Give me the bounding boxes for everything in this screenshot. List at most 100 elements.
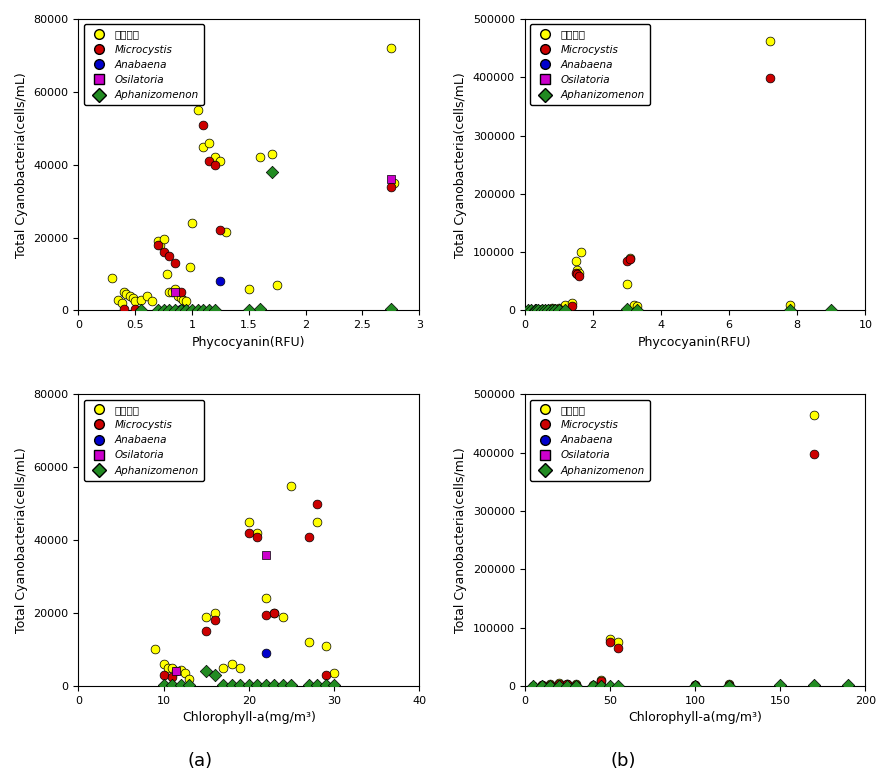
Point (611, 680, 625, 692)
Point (114, 297, 128, 310)
Point (179, 295, 193, 307)
Point (559, 299, 573, 311)
Point (241, 679, 256, 691)
Point (179, 303, 193, 316)
Point (284, 679, 298, 691)
Point (521, 304, 535, 316)
Point (568, 680, 583, 692)
Point (182, 672, 196, 685)
Point (199, 665, 213, 678)
Point (568, 678, 583, 691)
Point (126, 292, 140, 304)
Point (208, 607, 222, 619)
Point (560, 680, 575, 692)
Point (148, 643, 162, 655)
Point (552, 680, 566, 692)
Point (217, 661, 231, 674)
X-axis label: Phycocyanin(RFU): Phycocyanin(RFU) (192, 336, 306, 349)
Point (568, 255, 583, 267)
Point (265, 166, 279, 178)
Point (250, 531, 265, 543)
Point (535, 304, 549, 316)
Point (250, 527, 265, 539)
Point (541, 303, 555, 315)
Point (548, 304, 562, 316)
Point (151, 235, 165, 247)
Y-axis label: Total Cyanobacteria(cells/mL): Total Cyanobacteria(cells/mL) (454, 447, 467, 633)
Point (122, 290, 136, 302)
Point (552, 677, 566, 689)
Point (538, 303, 552, 316)
Legend: 총남조류, Microcystis, Anabaena, Osilatoria, Aphanizomenon: 총남조류, Microcystis, Anabaena, Osilatoria,… (84, 400, 204, 481)
Point (535, 678, 549, 691)
Point (327, 679, 341, 691)
Point (688, 680, 702, 692)
Point (258, 609, 273, 621)
Point (213, 275, 227, 287)
Point (196, 303, 210, 316)
Point (174, 292, 188, 304)
Point (552, 304, 566, 316)
Point (301, 636, 315, 648)
Point (524, 304, 538, 316)
Point (171, 290, 185, 302)
Point (623, 253, 637, 266)
Point (535, 679, 549, 691)
Point (233, 679, 248, 691)
Point (208, 151, 222, 163)
Point (773, 679, 788, 691)
Point (570, 263, 584, 276)
Point (535, 303, 549, 316)
Point (541, 304, 555, 316)
Point (763, 35, 777, 47)
Point (543, 678, 557, 691)
Text: (b): (b) (611, 752, 636, 770)
Point (202, 155, 217, 167)
Point (241, 516, 256, 528)
Point (824, 303, 838, 316)
Point (384, 303, 398, 315)
Point (783, 303, 797, 316)
Point (572, 270, 586, 282)
Point (174, 286, 188, 299)
Point (174, 303, 188, 315)
Point (196, 119, 210, 131)
Point (165, 286, 179, 299)
Point (208, 614, 222, 627)
Point (544, 301, 559, 313)
Point (213, 224, 227, 236)
Point (585, 678, 600, 691)
Point (454, 669, 469, 681)
Text: (a): (a) (188, 752, 213, 770)
Point (151, 239, 165, 251)
Point (543, 678, 557, 691)
Point (208, 159, 222, 171)
Point (225, 679, 239, 691)
Point (276, 679, 290, 691)
Point (202, 137, 217, 149)
Point (543, 680, 557, 692)
Point (568, 678, 583, 691)
Point (183, 260, 197, 273)
Point (270, 279, 284, 291)
Point (182, 679, 196, 691)
Point (602, 636, 617, 648)
Point (169, 665, 184, 678)
Point (565, 297, 579, 310)
Point (267, 679, 282, 691)
Point (241, 303, 256, 316)
Point (178, 667, 192, 679)
Point (535, 304, 549, 316)
Point (241, 283, 256, 295)
Point (105, 272, 119, 284)
Point (544, 303, 559, 315)
Point (165, 679, 179, 691)
Point (191, 303, 205, 316)
Point (128, 295, 143, 307)
Point (145, 295, 159, 307)
Point (250, 679, 265, 691)
Point (574, 246, 588, 259)
Point (199, 625, 213, 638)
Point (153, 239, 168, 251)
Point (531, 303, 545, 316)
